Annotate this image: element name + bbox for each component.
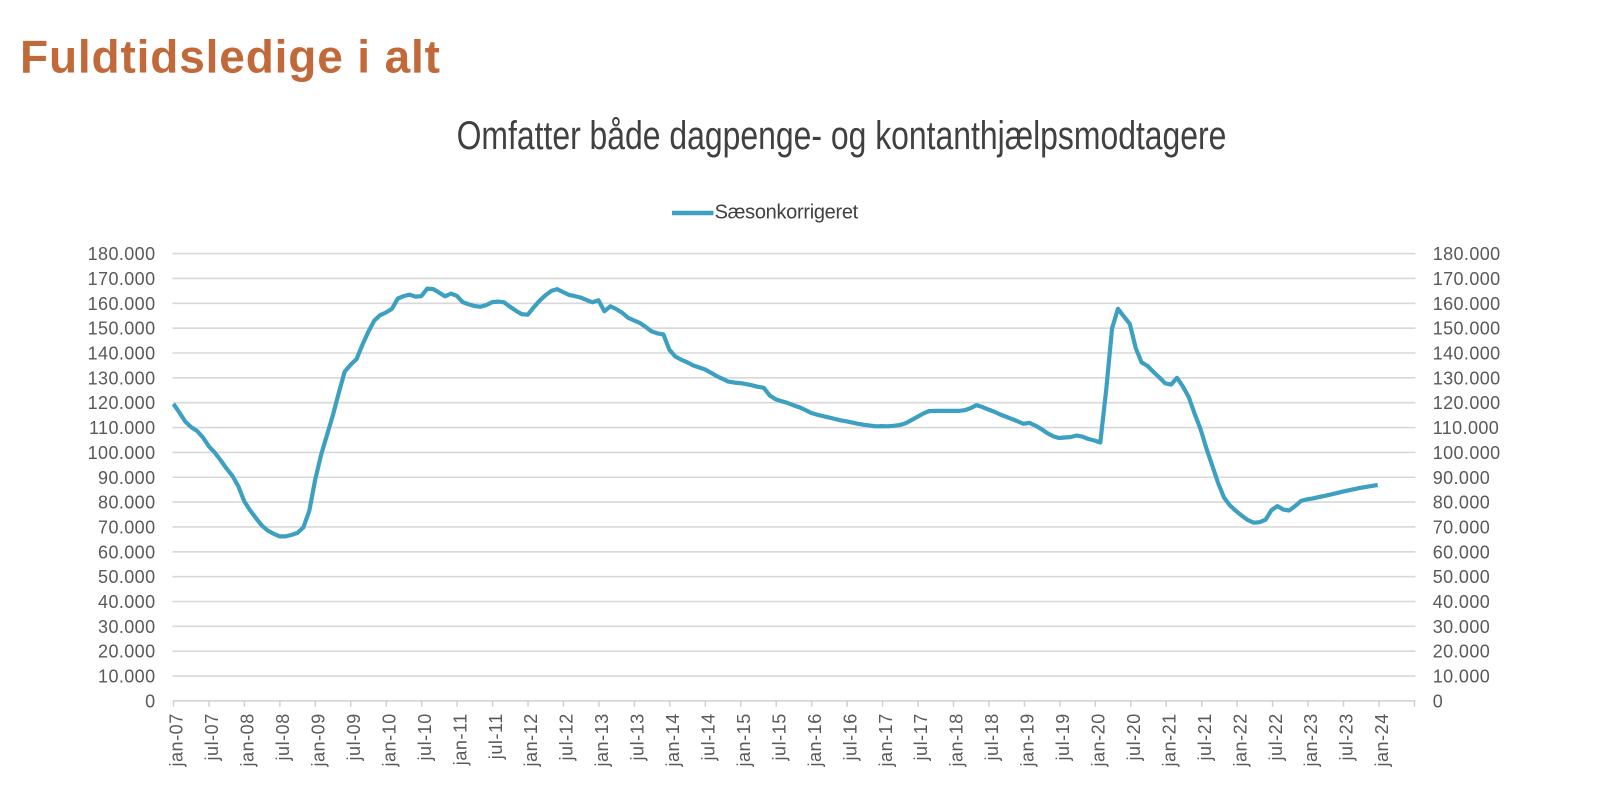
svg-text:jul-19: jul-19 (1053, 713, 1073, 761)
svg-text:140.000: 140.000 (88, 344, 156, 364)
svg-text:0: 0 (145, 691, 155, 711)
svg-text:jan-14: jan-14 (663, 713, 683, 767)
svg-text:10.000: 10.000 (1433, 667, 1490, 687)
svg-text:jan-22: jan-22 (1230, 713, 1250, 767)
svg-text:120.000: 120.000 (1433, 393, 1501, 413)
svg-text:40.000: 40.000 (1433, 592, 1490, 612)
svg-text:jan-18: jan-18 (947, 713, 967, 767)
svg-text:130.000: 130.000 (88, 368, 156, 388)
svg-text:jul-11: jul-11 (486, 713, 506, 760)
svg-text:20.000: 20.000 (98, 642, 155, 662)
svg-text:50.000: 50.000 (98, 567, 155, 587)
svg-text:jul-18: jul-18 (982, 713, 1002, 761)
svg-text:jan-12: jan-12 (521, 713, 541, 767)
svg-text:20.000: 20.000 (1433, 642, 1490, 662)
svg-text:Fuldtidsledige i alt: Fuldtidsledige i alt (20, 31, 441, 83)
svg-text:jul-23: jul-23 (1337, 713, 1357, 761)
svg-text:jan-15: jan-15 (734, 713, 754, 767)
svg-text:100.000: 100.000 (88, 443, 156, 463)
svg-text:jul-12: jul-12 (557, 713, 577, 761)
svg-text:jan-23: jan-23 (1301, 713, 1321, 767)
svg-text:170.000: 170.000 (88, 269, 156, 289)
svg-text:150.000: 150.000 (1433, 319, 1501, 339)
svg-text:160.000: 160.000 (1433, 294, 1501, 314)
svg-text:jul-20: jul-20 (1124, 713, 1144, 761)
svg-text:jan-08: jan-08 (238, 713, 258, 767)
svg-text:jan-19: jan-19 (1018, 713, 1038, 767)
svg-text:jul-08: jul-08 (273, 713, 293, 761)
svg-text:jan-20: jan-20 (1089, 713, 1109, 767)
svg-text:jan-16: jan-16 (805, 713, 825, 767)
svg-text:jan-21: jan-21 (1159, 713, 1179, 767)
svg-text:jul-09: jul-09 (344, 713, 364, 761)
svg-text:90.000: 90.000 (98, 468, 155, 488)
svg-text:60.000: 60.000 (98, 542, 155, 562)
svg-text:jul-22: jul-22 (1266, 713, 1286, 761)
svg-text:70.000: 70.000 (98, 517, 155, 537)
svg-text:jan-09: jan-09 (309, 713, 329, 767)
svg-text:jan-07: jan-07 (167, 713, 187, 767)
svg-text:40.000: 40.000 (98, 592, 155, 612)
svg-text:jul-07: jul-07 (202, 713, 222, 761)
svg-text:10.000: 10.000 (98, 667, 155, 687)
svg-text:jan-11: jan-11 (450, 713, 470, 766)
svg-text:jul-14: jul-14 (699, 713, 719, 761)
svg-text:60.000: 60.000 (1433, 542, 1490, 562)
svg-text:180.000: 180.000 (1433, 244, 1501, 264)
svg-text:30.000: 30.000 (98, 617, 155, 637)
svg-text:jul-10: jul-10 (415, 713, 435, 761)
svg-text:120.000: 120.000 (88, 393, 156, 413)
svg-text:Sæsonkorrigeret: Sæsonkorrigeret (715, 202, 859, 224)
svg-text:jul-15: jul-15 (769, 713, 789, 761)
svg-text:170.000: 170.000 (1433, 269, 1501, 289)
svg-text:110.000: 110.000 (1433, 418, 1500, 438)
svg-text:150.000: 150.000 (88, 319, 156, 339)
svg-text:140.000: 140.000 (1433, 344, 1501, 364)
svg-text:130.000: 130.000 (1433, 368, 1501, 388)
svg-text:80.000: 80.000 (1433, 493, 1490, 513)
svg-text:110.000: 110.000 (89, 418, 156, 438)
svg-text:90.000: 90.000 (1433, 468, 1490, 488)
svg-text:jan-10: jan-10 (379, 713, 399, 767)
svg-text:100.000: 100.000 (1433, 443, 1501, 463)
svg-text:50.000: 50.000 (1433, 567, 1490, 587)
svg-text:jan-17: jan-17 (876, 713, 896, 767)
svg-text:jul-17: jul-17 (911, 713, 931, 761)
svg-text:jul-13: jul-13 (628, 713, 648, 761)
svg-text:80.000: 80.000 (98, 493, 155, 513)
svg-text:160.000: 160.000 (88, 294, 156, 314)
svg-text:0: 0 (1433, 691, 1443, 711)
svg-text:70.000: 70.000 (1433, 517, 1490, 537)
svg-text:30.000: 30.000 (1433, 617, 1490, 637)
svg-text:180.000: 180.000 (88, 244, 156, 264)
svg-text:jul-16: jul-16 (840, 713, 860, 761)
svg-text:jan-24: jan-24 (1372, 713, 1392, 767)
svg-text:jul-21: jul-21 (1195, 713, 1215, 761)
svg-text:Omfatter både dagpenge- og kon: Omfatter både dagpenge- og kontanthjælps… (457, 113, 1227, 158)
svg-text:jan-13: jan-13 (592, 713, 612, 767)
